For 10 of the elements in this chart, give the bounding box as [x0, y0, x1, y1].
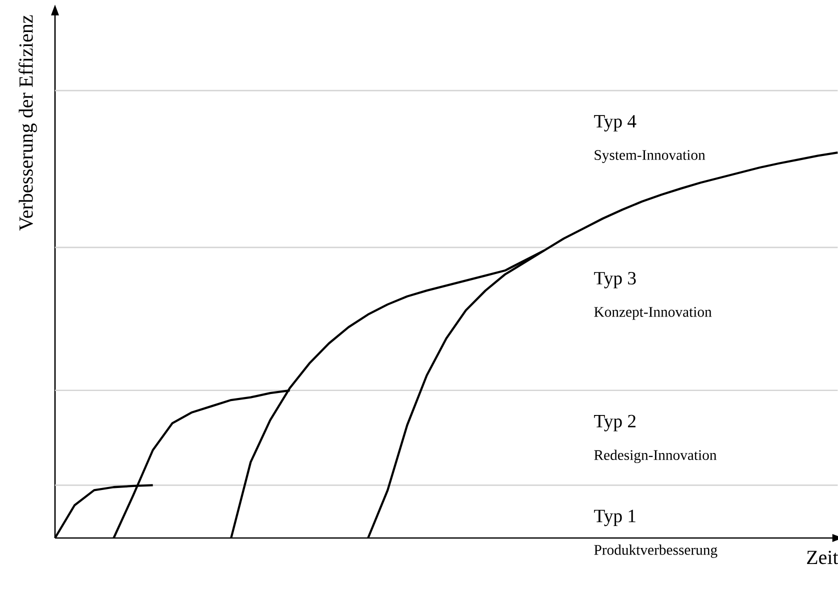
annotation: System-Innovation: [594, 150, 706, 163]
annotation: Redesign-Innovation: [594, 450, 717, 464]
annotation: Typ 3: [594, 272, 636, 288]
annotation: Typ 1: [594, 510, 636, 526]
y-axis-title: Verbesserung der Effizienz: [18, 15, 37, 231]
x-axis-title: Zeit: [807, 550, 838, 564]
text: Typ 4: [594, 115, 636, 132]
text: Produktverbesserung: [594, 544, 718, 558]
annotation: Konzept-Innovation: [594, 306, 712, 320]
annotation: Typ 2: [594, 414, 636, 432]
